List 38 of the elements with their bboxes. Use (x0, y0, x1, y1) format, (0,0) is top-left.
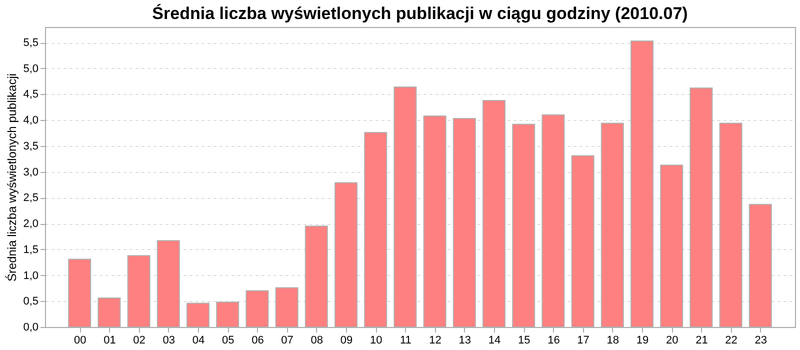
x-tick-label: 09 (340, 334, 353, 346)
x-tick-label: 23 (754, 334, 768, 346)
x-tick-label: 19 (636, 334, 649, 346)
y-tick-label: 1,5 (23, 244, 38, 256)
x-tick-label: 20 (666, 334, 678, 346)
x-tick-label: 21 (696, 334, 708, 346)
x-tick-label: 16 (548, 334, 560, 346)
x-tick-label: 17 (577, 334, 590, 346)
x-tick-label: 03 (162, 334, 176, 346)
x-tick-label: 13 (458, 334, 472, 346)
y-tick-label: 5,5 (23, 37, 38, 50)
x-tick-label: 05 (222, 334, 234, 346)
y-tick-label: 1,0 (23, 270, 38, 282)
x-tick-label: 11 (400, 334, 412, 346)
x-tick-label: 22 (725, 334, 738, 346)
y-axis-title: Średnia liczba wyświetlonych publikacji (5, 73, 20, 282)
x-tick-label: 00 (74, 334, 86, 346)
y-tick-label: 4,0 (23, 114, 38, 127)
x-tick-label: 08 (310, 334, 324, 346)
x-tick-label: 10 (370, 334, 382, 346)
x-tick-label: 02 (133, 334, 146, 346)
x-tick-label: 07 (281, 334, 294, 346)
y-tick-label: 3,5 (23, 140, 38, 152)
x-tick-label: 18 (606, 334, 620, 346)
x-tick-label: 14 (488, 334, 501, 346)
y-tick-label: 0,5 (23, 296, 38, 308)
chart-title: Średnia liczba wyświetlonych publikacji w ciągu godziny (2010.07) (152, 3, 688, 23)
x-tick-label: 06 (252, 334, 264, 346)
x-tick-label: 01 (104, 334, 116, 346)
y-tick-label: 2,0 (23, 218, 38, 230)
x-tick-label: 15 (518, 334, 530, 346)
y-tick-label: 0,0 (23, 322, 38, 334)
x-tick-label: 12 (429, 334, 442, 346)
y-tick-label: 3,0 (23, 166, 38, 178)
y-tick-label: 2,5 (23, 192, 38, 204)
x-tick-label: 04 (192, 334, 205, 346)
y-tick-label: 5,0 (23, 62, 38, 75)
y-tick-label: 4,5 (23, 88, 38, 101)
